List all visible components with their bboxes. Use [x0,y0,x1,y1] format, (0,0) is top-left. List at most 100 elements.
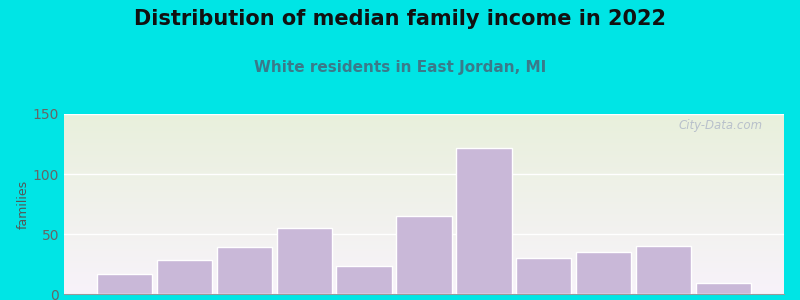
Bar [64,142,784,143]
Bar [64,152,784,153]
Bar [64,128,784,129]
Bar [64,117,784,118]
Bar [64,220,784,221]
Bar [64,155,784,156]
Bar [64,238,784,239]
Bar [64,212,784,213]
Bar [64,170,784,171]
Bar [64,132,784,133]
Bar [64,186,784,187]
Bar [64,210,784,211]
Bar [64,137,784,138]
Bar [64,245,784,246]
Text: City-Data.com: City-Data.com [678,119,762,132]
Bar [64,228,784,229]
Bar [64,139,784,140]
Bar [277,228,332,294]
Bar [64,130,784,131]
Bar [64,289,784,290]
Bar [64,164,784,165]
Bar [64,167,784,168]
Bar [64,131,784,132]
Bar [64,114,784,115]
Bar [64,207,784,208]
Bar [64,252,784,253]
Bar [64,178,784,179]
Bar [397,216,451,294]
Bar [64,182,784,183]
Bar [64,276,784,277]
Bar [64,221,784,222]
Bar [64,279,784,280]
Bar [64,197,784,198]
Bar [64,116,784,117]
Bar [64,196,784,197]
Bar [64,203,784,204]
Bar [576,252,631,294]
Bar [64,257,784,258]
Bar [64,287,784,288]
Bar [64,261,784,262]
Bar [64,270,784,271]
Bar [64,195,784,196]
Bar [64,172,784,173]
Bar [64,264,784,265]
Bar [64,229,784,230]
Bar [64,281,784,282]
Bar [64,190,784,191]
Bar [64,218,784,219]
Bar [636,246,691,294]
Bar [64,232,784,233]
Bar [64,226,784,227]
Bar [64,275,784,276]
Bar [97,274,152,294]
Bar [64,153,784,154]
Bar [64,136,784,137]
Bar [64,277,784,278]
Bar [64,288,784,289]
Bar [64,246,784,247]
Bar [64,181,784,182]
Bar [64,161,784,162]
Bar [64,193,784,194]
Bar [696,283,751,294]
Bar [64,138,784,139]
Bar [64,156,784,157]
Bar [64,121,784,122]
Bar [157,260,212,294]
Bar [64,255,784,256]
Bar [64,126,784,127]
Bar [64,144,784,145]
Bar [64,216,784,217]
Bar [64,127,784,128]
Bar [64,223,784,224]
Bar [64,129,784,130]
Bar [64,147,784,148]
Bar [64,143,784,144]
Bar [64,260,784,261]
Bar [64,169,784,170]
Bar [64,290,784,291]
Bar [64,141,784,142]
Bar [64,194,784,195]
Bar [64,168,784,169]
Text: White residents in East Jordan, MI: White residents in East Jordan, MI [254,60,546,75]
Bar [64,268,784,269]
Bar [64,200,784,201]
Bar [64,258,784,259]
Bar [64,265,784,266]
Bar [64,240,784,241]
Bar [64,173,784,174]
Bar [64,185,784,186]
Bar [64,192,784,193]
Bar [456,148,511,294]
Bar [64,119,784,120]
Bar [64,174,784,175]
Bar [64,160,784,161]
Bar [64,189,784,190]
Bar [64,188,784,189]
Bar [64,145,784,146]
Bar [64,205,784,206]
Bar [64,163,784,164]
Bar [64,151,784,152]
